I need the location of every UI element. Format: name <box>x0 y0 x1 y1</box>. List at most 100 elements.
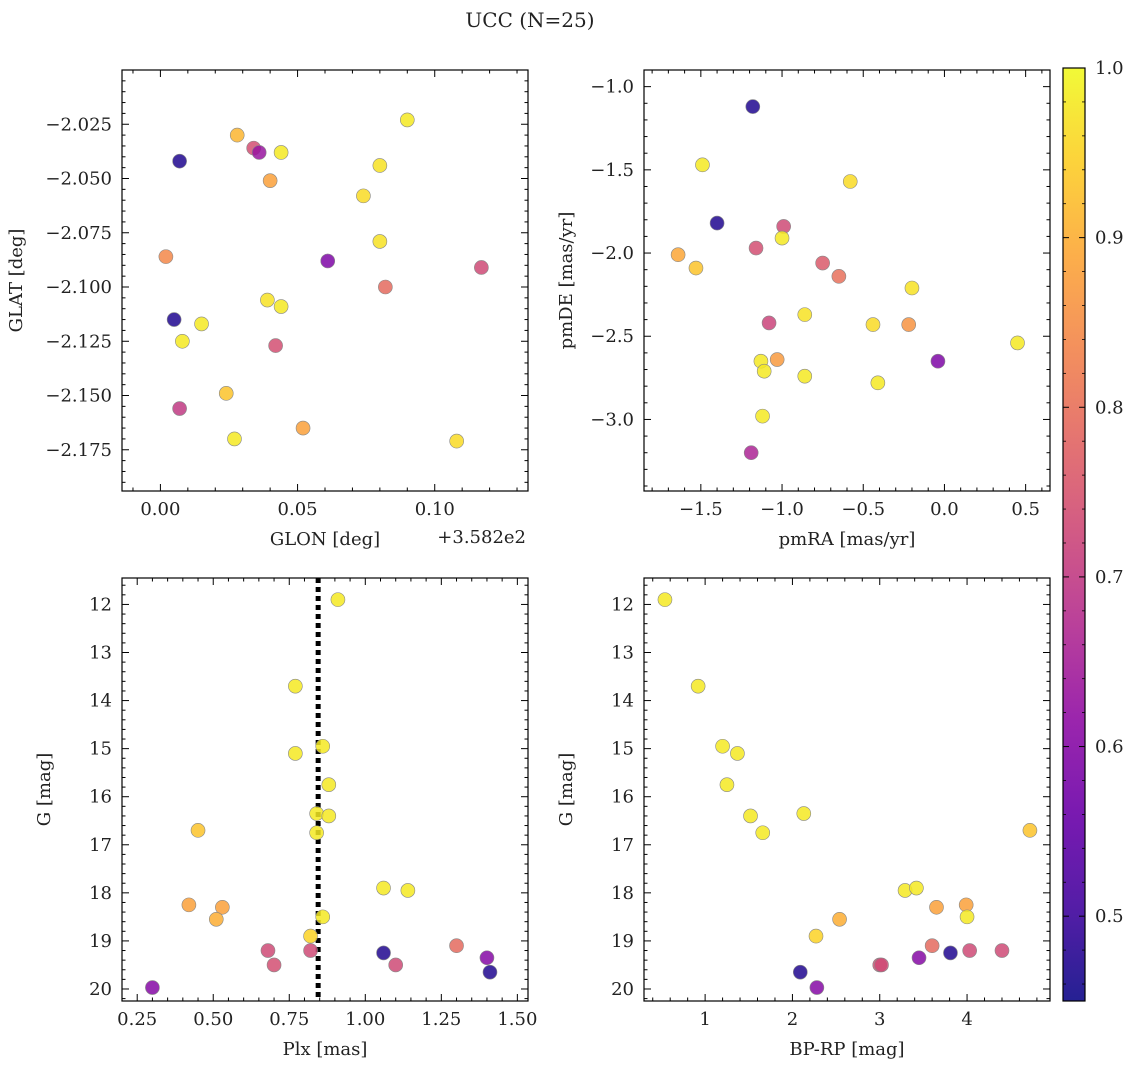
data-point <box>994 943 1010 958</box>
y-tick-label: 12 <box>611 594 634 615</box>
plot-frame <box>643 69 1051 492</box>
data-point <box>315 738 331 754</box>
y-tick-label: −3.0 <box>590 409 634 430</box>
x-tick-label: 0.50 <box>193 1009 233 1030</box>
x-tick-label: 4 <box>961 1009 972 1030</box>
data-point <box>260 943 276 958</box>
data-point <box>266 957 282 973</box>
y-tick-label: 19 <box>89 931 112 952</box>
colorbar-tick-label: 0.5 <box>1095 906 1124 927</box>
colorbar-tick-label: 0.7 <box>1095 567 1124 588</box>
data-point <box>260 292 275 308</box>
y-tick-label: 20 <box>89 979 112 1000</box>
data-point <box>273 145 289 160</box>
data-point <box>145 980 160 995</box>
data-point <box>378 279 393 295</box>
data-point <box>959 909 975 925</box>
data-point <box>315 909 331 925</box>
y-axis-label: pmDE [mas/yr] <box>556 212 577 350</box>
colorbar-tick-label: 1.0 <box>1095 58 1124 79</box>
x-tick-label: 0.0 <box>930 499 959 520</box>
data-point <box>755 825 771 841</box>
data-point <box>832 911 847 927</box>
data-point <box>1010 335 1025 351</box>
data-point <box>321 808 337 824</box>
x-tick-label: −0.5 <box>841 499 885 520</box>
data-point <box>288 678 303 694</box>
data-point <box>449 938 464 954</box>
x-tick-label: −1.0 <box>760 499 804 520</box>
data-point <box>208 911 224 927</box>
x-tick-label: 1.00 <box>345 1009 385 1030</box>
data-point <box>743 445 759 461</box>
ticks <box>644 578 1050 1001</box>
y-tick-label: −2.025 <box>45 114 112 135</box>
data-point <box>709 215 725 231</box>
x-tick-label: −1.5 <box>679 499 723 520</box>
data-point <box>251 145 267 160</box>
data-point <box>474 260 489 275</box>
plot-frame <box>643 577 1051 1002</box>
x-axis-label: Plx [mas] <box>283 1039 368 1060</box>
x-tick-label: 3 <box>874 1009 885 1030</box>
x-tick-label: 2 <box>787 1009 798 1030</box>
x-tick-label: 0.05 <box>278 499 318 520</box>
data-point <box>449 433 464 449</box>
data-point <box>194 316 209 332</box>
data-point <box>756 363 772 379</box>
data-point <box>309 825 324 841</box>
data-point <box>158 249 174 264</box>
y-tick-label: −2.175 <box>45 440 112 461</box>
y-axis-label: G [mag] <box>556 753 577 826</box>
data-point <box>688 260 704 276</box>
data-point <box>320 253 336 269</box>
data-point <box>372 158 388 173</box>
y-tick-label: −2.075 <box>45 223 112 244</box>
x-tick-label: 0.25 <box>117 1009 157 1030</box>
data-point <box>815 255 830 271</box>
colorbar-bar <box>1062 67 1086 1002</box>
data-point <box>797 307 813 322</box>
data-point <box>755 408 770 424</box>
data-point <box>330 592 346 607</box>
data-point <box>399 112 415 128</box>
x-axis-label: BP-RP [mag] <box>789 1039 904 1060</box>
data-point <box>321 777 337 792</box>
y-tick-label: 16 <box>89 787 112 808</box>
data-point <box>376 945 391 961</box>
data-point <box>911 950 927 966</box>
colorbar-tick-label: 0.6 <box>1095 737 1124 758</box>
y-tick-label: 15 <box>611 739 634 760</box>
data-point <box>372 234 388 249</box>
y-tick-label: 15 <box>89 739 112 760</box>
y-tick-label: 19 <box>611 931 634 952</box>
y-tick-label: −2.0 <box>590 243 634 264</box>
ticks <box>122 69 528 491</box>
data-point <box>719 777 735 792</box>
data-point <box>172 401 187 416</box>
x-offset-label: +3.582e2 <box>437 527 526 548</box>
y-tick-label: −1.5 <box>590 160 634 181</box>
figure-title: UCC (N=25) <box>465 8 594 32</box>
data-point <box>227 431 242 447</box>
plot-frame <box>121 577 529 1002</box>
data-point <box>670 247 686 263</box>
y-tick-label: 14 <box>89 691 112 712</box>
data-point <box>215 899 230 915</box>
data-point <box>743 808 758 824</box>
data-point <box>388 957 404 973</box>
data-point <box>761 315 777 331</box>
data-point <box>175 333 190 349</box>
data-point <box>479 950 495 966</box>
data-point <box>809 980 825 995</box>
x-tick-label: 1.25 <box>421 1009 461 1030</box>
data-point <box>842 174 858 189</box>
x-tick-label: 1 <box>699 1009 710 1030</box>
data-point <box>797 368 813 384</box>
data-point <box>808 928 824 944</box>
data-point <box>288 746 303 761</box>
x-tick-label: 0.00 <box>140 499 180 520</box>
data-point <box>262 173 278 188</box>
data-point <box>870 375 886 391</box>
